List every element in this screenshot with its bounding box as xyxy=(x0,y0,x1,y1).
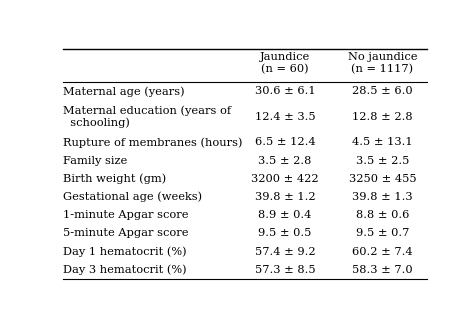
Text: Birth weight (gm): Birth weight (gm) xyxy=(63,174,166,184)
Text: Maternal age (years): Maternal age (years) xyxy=(63,86,184,97)
Text: 60.2 ± 7.4: 60.2 ± 7.4 xyxy=(352,247,413,256)
Text: Maternal education (years of
  schooling): Maternal education (years of schooling) xyxy=(63,106,231,128)
Text: Day 3 hematocrit (%): Day 3 hematocrit (%) xyxy=(63,264,187,275)
Text: 6.5 ± 12.4: 6.5 ± 12.4 xyxy=(255,137,316,147)
Text: Jaundice
(n = 60): Jaundice (n = 60) xyxy=(260,52,310,74)
Text: Family size: Family size xyxy=(63,155,127,166)
Text: 57.3 ± 8.5: 57.3 ± 8.5 xyxy=(255,265,316,275)
Text: Gestational age (weeks): Gestational age (weeks) xyxy=(63,192,202,202)
Text: 12.4 ± 3.5: 12.4 ± 3.5 xyxy=(255,112,316,122)
Text: 8.9 ± 0.4: 8.9 ± 0.4 xyxy=(258,210,312,220)
Text: 12.8 ± 2.8: 12.8 ± 2.8 xyxy=(352,112,413,122)
Text: 30.6 ± 6.1: 30.6 ± 6.1 xyxy=(255,86,316,96)
Text: 4.5 ± 13.1: 4.5 ± 13.1 xyxy=(352,137,413,147)
Text: 58.3 ± 7.0: 58.3 ± 7.0 xyxy=(352,265,413,275)
Text: 8.8 ± 0.6: 8.8 ± 0.6 xyxy=(356,210,409,220)
Text: 3.5 ± 2.5: 3.5 ± 2.5 xyxy=(356,155,409,166)
Text: Day 1 hematocrit (%): Day 1 hematocrit (%) xyxy=(63,246,187,257)
Text: 1-minute Apgar score: 1-minute Apgar score xyxy=(63,210,189,220)
Text: 3200 ± 422: 3200 ± 422 xyxy=(251,174,319,184)
Text: 39.8 ± 1.2: 39.8 ± 1.2 xyxy=(255,192,316,202)
Text: 5-minute Apgar score: 5-minute Apgar score xyxy=(63,228,189,238)
Text: Rupture of membranes (hours): Rupture of membranes (hours) xyxy=(63,137,242,148)
Text: 9.5 ± 0.5: 9.5 ± 0.5 xyxy=(258,228,312,238)
Text: 9.5 ± 0.7: 9.5 ± 0.7 xyxy=(356,228,409,238)
Text: 28.5 ± 6.0: 28.5 ± 6.0 xyxy=(352,86,413,96)
Text: No jaundice
(n = 1117): No jaundice (n = 1117) xyxy=(348,52,417,74)
Text: 39.8 ± 1.3: 39.8 ± 1.3 xyxy=(352,192,413,202)
Text: 57.4 ± 9.2: 57.4 ± 9.2 xyxy=(255,247,316,256)
Text: 3.5 ± 2.8: 3.5 ± 2.8 xyxy=(258,155,312,166)
Text: 3250 ± 455: 3250 ± 455 xyxy=(349,174,416,184)
